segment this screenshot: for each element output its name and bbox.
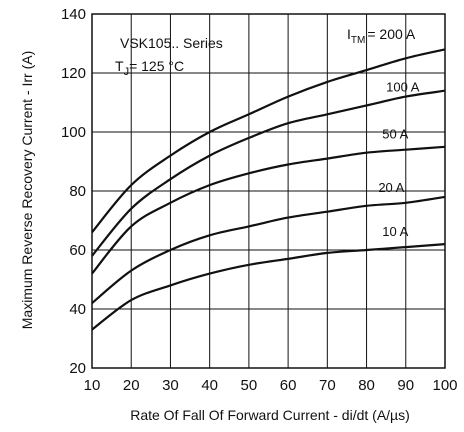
series-label-20a: 20 A (378, 180, 404, 195)
temperature-annotation: TJ= 125 °C (115, 58, 184, 78)
grid-lines (92, 14, 445, 368)
x-tick-label-20: 20 (123, 377, 140, 394)
y-tick-label-20: 20 (69, 360, 86, 377)
y-tick-label-100: 100 (61, 124, 86, 141)
series-line-200a (91, 48, 446, 233)
x-tick-label-100: 100 (432, 377, 457, 394)
x-tick-label-90: 90 (397, 377, 414, 394)
x-tick-label-60: 60 (280, 377, 297, 394)
itm-prefix: I (347, 26, 351, 42)
series-line-10a (91, 243, 446, 331)
y-tick-label-80: 80 (69, 183, 86, 200)
y-axis-label: Maximum Reverse Recovery Current - Irr (… (19, 51, 35, 330)
temperature-value: = 125 °C (129, 58, 184, 74)
series-label-50a: 50 A (382, 127, 408, 142)
series-line-100a (91, 89, 446, 257)
temperature-prefix: T (115, 58, 124, 74)
x-tick-label-30: 30 (162, 377, 179, 394)
series-labels: 100 A 50 A 20 A 10 A (378, 79, 419, 239)
x-tick-label-70: 70 (319, 377, 336, 394)
itm-annotation: ITM = 200 A (347, 26, 416, 46)
temperature-sub: J (124, 66, 130, 78)
x-tick-label-50: 50 (241, 377, 258, 394)
x-tick-label-40: 40 (201, 377, 218, 394)
series-annotation: VSK105.. Series (120, 35, 223, 51)
x-tick-label-80: 80 (358, 377, 375, 394)
itm-sub: TM (351, 35, 365, 46)
y-tick-label-40: 40 (69, 301, 86, 318)
plot-frame (91, 13, 446, 369)
series-line-20a (91, 195, 446, 304)
series-label-200: = 200 A (367, 26, 416, 42)
series-line-50a (91, 145, 446, 275)
y-tick-label-120: 120 (61, 65, 86, 82)
y-tick-label-140: 140 (61, 6, 86, 23)
x-axis-label: Rate Of Fall Of Forward Current - di/dt … (130, 407, 410, 423)
y-tick-label-60: 60 (69, 242, 86, 259)
series-curves (91, 48, 446, 331)
x-tick-label-10: 10 (84, 377, 101, 394)
series-label-10a: 10 A (382, 224, 408, 239)
series-label-100a: 100 A (386, 79, 420, 94)
